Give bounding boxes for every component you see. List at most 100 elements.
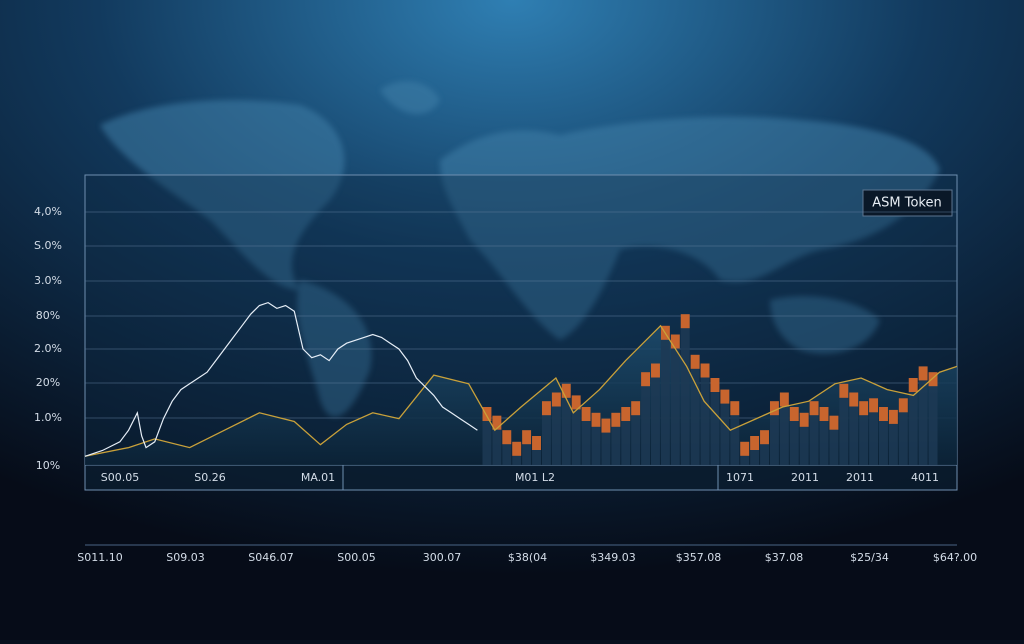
bar <box>819 407 829 465</box>
bar <box>641 372 651 465</box>
strip-label: S00.05 <box>101 471 139 484</box>
bar-cap <box>809 401 819 416</box>
bar <box>670 334 680 465</box>
strip-label: 2011 <box>846 471 874 484</box>
bar-cap <box>720 389 730 404</box>
bar-cap <box>928 372 938 387</box>
strip-label: 2011 <box>791 471 819 484</box>
bar <box>829 415 839 465</box>
bar-cap <box>769 401 779 416</box>
bar-cap <box>492 415 502 430</box>
bar <box>660 325 670 465</box>
bar <box>750 436 760 465</box>
bar <box>631 401 641 465</box>
bar-cap <box>591 412 601 427</box>
y-axis-label: 4,0% <box>34 205 62 218</box>
bar <box>730 401 740 465</box>
bottom-label: $38(04 <box>508 551 547 564</box>
bar-cap <box>869 398 879 413</box>
bar <box>502 430 512 465</box>
bar-cap <box>482 407 492 421</box>
bottom-label: S00.05 <box>337 551 375 564</box>
bar <box>760 430 769 465</box>
bar <box>769 401 779 465</box>
bar-cap <box>680 314 690 329</box>
bar-cap <box>898 398 908 413</box>
bottom-label: $25/34 <box>850 551 889 564</box>
bar-cap <box>859 401 869 416</box>
bar-cap <box>839 383 849 398</box>
bar <box>482 407 492 465</box>
bar <box>700 363 710 465</box>
bottom-label: $37.08 <box>765 551 804 564</box>
bottom-label: $349.03 <box>590 551 636 564</box>
bar-cap <box>879 407 888 421</box>
bar <box>492 415 502 465</box>
bar-cap <box>601 418 611 433</box>
bar <box>789 407 799 465</box>
bar <box>621 407 631 465</box>
bar-cap <box>700 363 710 378</box>
bar-cap <box>522 430 532 445</box>
bar-cap <box>651 363 660 378</box>
bar <box>532 436 541 465</box>
bar-cap <box>849 392 859 407</box>
bar-cap <box>760 430 769 445</box>
bar <box>581 407 591 465</box>
y-axis-label: 10% <box>36 459 60 472</box>
bar-cap <box>561 383 571 398</box>
bar <box>849 392 859 465</box>
bar <box>571 395 581 465</box>
bar-cap <box>532 436 541 450</box>
bar-cap <box>750 436 760 450</box>
bar-cap <box>512 441 522 456</box>
bottom-label: S011.10 <box>77 551 122 564</box>
bar-cap <box>571 395 581 410</box>
bar <box>928 372 938 465</box>
bar-cap <box>581 407 591 421</box>
bar-cap <box>888 409 898 424</box>
bar <box>601 418 611 465</box>
legend-label: ASM Token <box>872 196 941 211</box>
y-axis-label: 3.0% <box>34 274 62 287</box>
bar <box>799 412 809 465</box>
bar <box>869 398 879 465</box>
bottom-label: 300.07 <box>423 551 462 564</box>
strip-label: 4011 <box>911 471 939 484</box>
bar <box>898 398 908 465</box>
bar-cap <box>621 407 631 421</box>
bar-cap <box>611 412 621 427</box>
bar <box>651 363 660 465</box>
bar <box>522 430 532 465</box>
bar <box>888 409 898 465</box>
bar-cap <box>908 378 918 392</box>
bar <box>710 378 720 465</box>
bar-cap <box>551 392 561 407</box>
bar <box>918 366 928 465</box>
label-strip <box>84 464 958 491</box>
bar-cap <box>502 430 512 445</box>
bar <box>551 392 561 465</box>
strip-label: M01 L2 <box>515 471 555 484</box>
bar <box>879 407 888 465</box>
bar <box>839 383 849 465</box>
bar-cap <box>641 372 651 387</box>
y-axis-label: 20% <box>36 376 60 389</box>
trend-line <box>84 324 958 457</box>
bar <box>908 378 918 465</box>
bar <box>690 354 700 465</box>
bottom-label: S046.07 <box>248 551 293 564</box>
bar-cap <box>799 412 809 427</box>
bar-cap <box>631 401 641 416</box>
bar-cap <box>690 354 700 369</box>
bar-cap <box>819 407 829 421</box>
bar <box>611 412 621 465</box>
bottom-label: $64?.00 <box>933 551 977 564</box>
bar <box>561 383 571 465</box>
y-axis-label: S.0% <box>34 239 62 252</box>
bar-cap <box>829 415 839 430</box>
y-axis-label: 2.0% <box>34 342 62 355</box>
bar <box>680 314 690 465</box>
